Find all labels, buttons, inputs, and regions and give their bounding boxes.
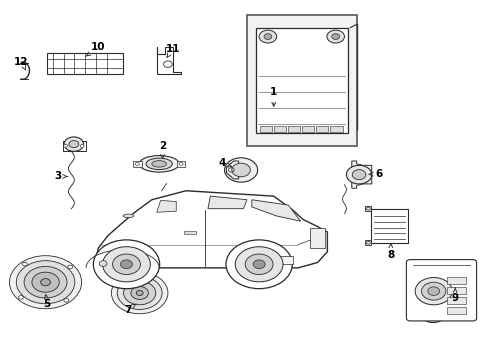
Polygon shape (351, 161, 371, 188)
Circle shape (41, 279, 50, 286)
Circle shape (22, 262, 27, 266)
Circle shape (136, 291, 143, 296)
Polygon shape (96, 191, 327, 268)
Text: 5: 5 (43, 295, 51, 309)
Bar (446, 287, 466, 294)
Bar (273, 126, 285, 132)
Text: 8: 8 (386, 244, 394, 260)
Circle shape (231, 163, 250, 177)
Bar (62, 141, 86, 150)
Ellipse shape (146, 158, 172, 170)
Circle shape (421, 282, 445, 300)
Bar (329, 126, 342, 132)
Bar (255, 28, 347, 134)
Circle shape (112, 254, 140, 275)
Circle shape (131, 287, 148, 300)
Polygon shape (157, 201, 176, 212)
Text: 4: 4 (219, 158, 231, 168)
Circle shape (225, 240, 292, 289)
Text: 6: 6 (368, 169, 382, 179)
Circle shape (135, 162, 139, 165)
Bar (254, 256, 293, 264)
Circle shape (16, 261, 75, 304)
Bar (446, 297, 466, 304)
Circle shape (224, 158, 257, 182)
Circle shape (259, 30, 276, 43)
Circle shape (235, 247, 283, 282)
Bar (133, 161, 142, 167)
Circle shape (351, 170, 365, 180)
Circle shape (24, 266, 67, 298)
Circle shape (427, 287, 439, 296)
Bar (183, 231, 195, 234)
Bar (287, 126, 300, 132)
Bar (47, 53, 122, 74)
Circle shape (117, 276, 162, 310)
Circle shape (9, 256, 81, 309)
Circle shape (179, 162, 183, 165)
Text: 2: 2 (159, 141, 166, 158)
Circle shape (120, 260, 132, 269)
Bar (446, 277, 466, 284)
Polygon shape (251, 200, 300, 221)
Circle shape (253, 260, 264, 269)
Text: 1: 1 (269, 87, 277, 106)
Circle shape (264, 34, 271, 40)
Text: 10: 10 (86, 42, 105, 56)
Bar (246, 15, 356, 146)
Circle shape (69, 140, 79, 148)
Circle shape (99, 261, 107, 266)
Ellipse shape (152, 161, 166, 167)
Bar (259, 126, 272, 132)
Bar (310, 228, 325, 248)
Polygon shape (226, 161, 238, 179)
Polygon shape (207, 196, 246, 209)
Circle shape (64, 137, 83, 151)
Text: 11: 11 (165, 44, 180, 57)
Circle shape (244, 254, 272, 275)
Text: 7: 7 (123, 304, 136, 315)
Circle shape (63, 298, 68, 302)
Circle shape (331, 34, 339, 40)
Ellipse shape (139, 156, 179, 172)
Bar (365, 206, 370, 211)
Circle shape (93, 240, 159, 289)
Circle shape (326, 30, 344, 43)
Circle shape (123, 281, 156, 305)
Bar (301, 126, 314, 132)
Bar (365, 240, 370, 245)
Bar (370, 209, 407, 243)
Circle shape (102, 247, 150, 282)
Circle shape (414, 278, 451, 305)
Text: 9: 9 (450, 288, 458, 303)
Circle shape (346, 165, 371, 184)
Bar (176, 161, 185, 167)
Text: 12: 12 (14, 57, 28, 70)
Circle shape (19, 296, 23, 299)
Circle shape (32, 272, 59, 292)
Bar (446, 307, 466, 314)
FancyBboxPatch shape (406, 260, 476, 321)
Circle shape (68, 265, 73, 269)
Circle shape (63, 144, 67, 147)
Ellipse shape (123, 214, 134, 218)
Circle shape (111, 272, 167, 314)
Circle shape (80, 144, 84, 147)
Bar (315, 126, 328, 132)
Text: 3: 3 (55, 171, 67, 181)
